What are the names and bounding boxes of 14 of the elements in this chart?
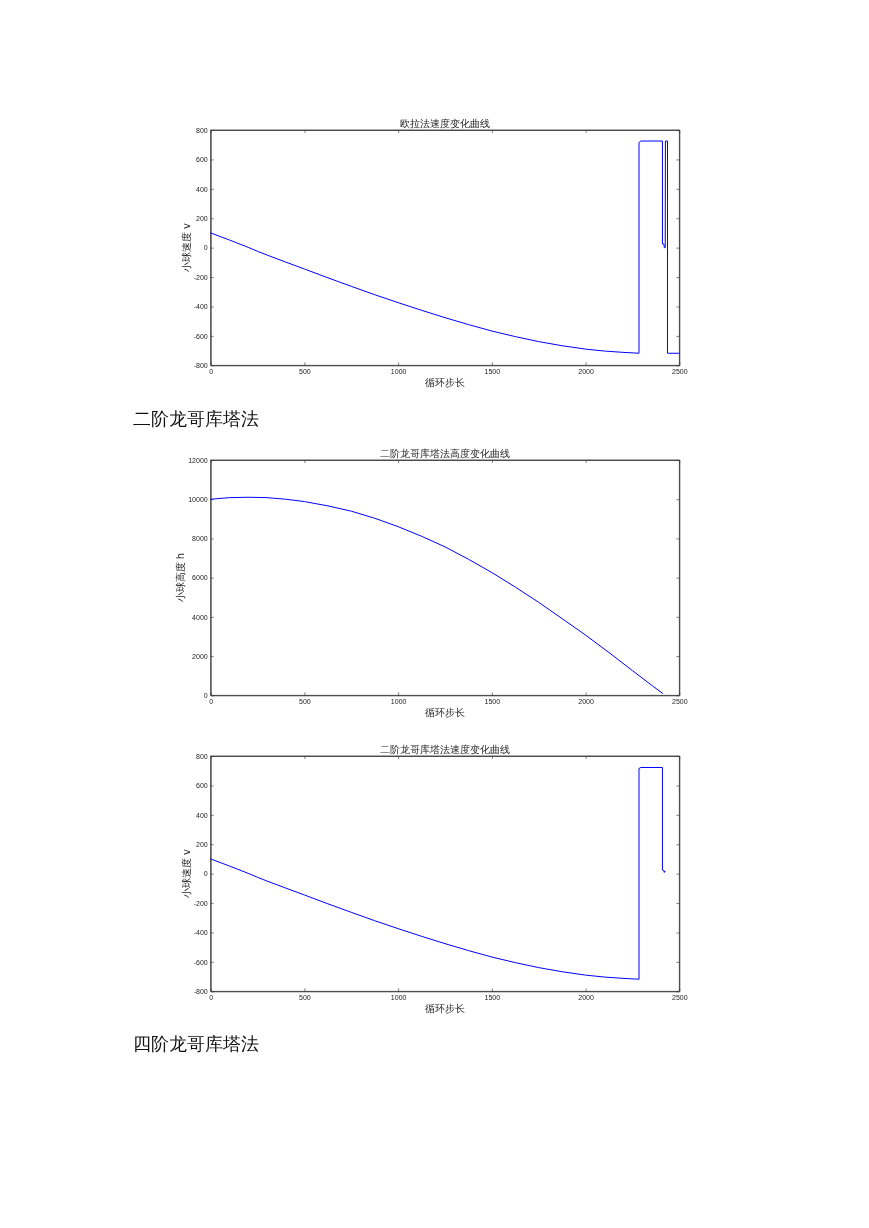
chart-title: 二阶龙哥库塔法速度变化曲线 — [380, 744, 510, 755]
y-axis-title: 小球速度 v — [180, 849, 192, 899]
line-series — [210, 140, 680, 354]
x-axis-title: 循环步长 — [425, 377, 465, 389]
text: 二阶龙哥库塔法 — [133, 409, 259, 429]
chart-title: 欧拉法速度变化曲线 — [400, 118, 490, 129]
y-axis-title: 小球高度 h — [175, 552, 187, 603]
line-series — [210, 766, 666, 980]
line-series — [210, 496, 664, 694]
y-axis-title: 小球速度 v — [180, 223, 192, 273]
text: 四阶龙哥库塔法 — [133, 1034, 259, 1054]
x-axis-title: 循环步长 — [425, 707, 465, 719]
x-axis-title: 循环步长 — [425, 1003, 465, 1015]
chart-title: 二阶龙哥库塔法高度变化曲线 — [380, 448, 510, 459]
